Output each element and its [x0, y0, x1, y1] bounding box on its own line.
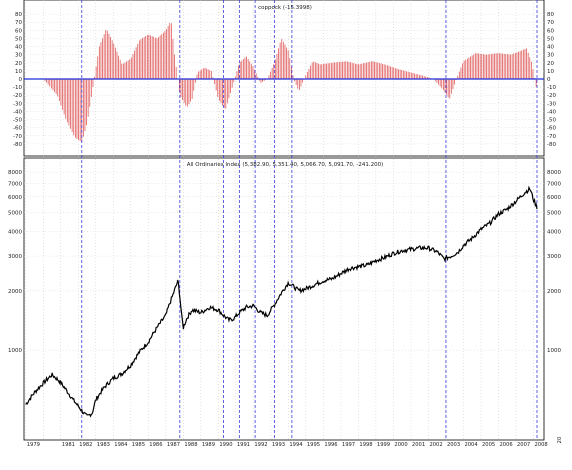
year-label: 1979	[27, 442, 40, 448]
coppock-ytick-right: 10	[547, 69, 554, 75]
year-label: 1993	[272, 442, 285, 448]
index-ytick-right: 5000	[547, 210, 561, 216]
index-ytick-left: 1000	[8, 348, 22, 354]
coppock-ytick-right: -40	[547, 109, 556, 115]
year-label: 2004	[464, 442, 478, 448]
year-label: 1986	[149, 442, 162, 448]
coppock-ytick-right: -20	[547, 93, 556, 99]
coppock-ytick-left: 40	[15, 45, 22, 51]
year-label: 1982	[79, 442, 92, 448]
index-ytick-right: 2000	[547, 289, 561, 295]
index-ytick-left: 5000	[8, 210, 22, 216]
year-label: 2008	[534, 442, 547, 448]
coppock-ytick-left: 50	[15, 36, 22, 42]
coppock-ytick-left: -40	[13, 109, 22, 115]
year-label: 1998	[359, 442, 372, 448]
coppock-ytick-left: 20	[15, 61, 22, 67]
index-ytick-left: 7000	[8, 182, 22, 188]
year-label: 1990	[219, 442, 232, 448]
year-label: 2003	[447, 442, 460, 448]
year-label: 1981	[62, 442, 75, 448]
coppock-ytick-left: -80	[13, 142, 22, 148]
index-ytick-left: 6000	[8, 195, 22, 201]
coppock-ytick-left: 10	[15, 69, 22, 75]
coppock-ytick-right: 40	[547, 45, 554, 51]
coppock-title: coppock (-15.3998)	[258, 5, 312, 11]
coppock-ytick-left: -50	[13, 118, 22, 124]
year-label: 1988	[184, 442, 197, 448]
year-label: 2002	[429, 442, 442, 448]
coppock-ytick-left: 30	[15, 53, 22, 59]
coppock-ytick-left: 70	[15, 20, 22, 26]
extra-axis-label: 20	[557, 437, 563, 444]
year-label: 2005	[482, 442, 495, 448]
year-label: 1987	[167, 442, 180, 448]
coppock-ytick-left: -60	[13, 126, 22, 132]
year-label: 2000	[394, 442, 407, 448]
coppock-ytick-right: -50	[547, 118, 556, 124]
coppock-ytick-right: 0	[547, 77, 551, 83]
all-ordinaries-line	[25, 185, 538, 418]
index-title: All Ordinaries Index (5,382.90, 5,351.40…	[187, 162, 384, 168]
year-label: 1985	[132, 442, 145, 448]
coppock-ytick-right: -10	[547, 85, 556, 91]
coppock-ytick-right: 60	[547, 28, 554, 34]
index-ytick-left: 3000	[8, 254, 22, 260]
year-label: 1983	[97, 442, 110, 448]
year-label: 1997	[342, 442, 355, 448]
year-label: 2001	[412, 442, 425, 448]
year-label: 1995	[307, 442, 320, 448]
index-ytick-right: 8000	[547, 170, 561, 176]
coppock-ytick-right: 30	[547, 53, 554, 59]
year-label: 1996	[324, 442, 337, 448]
signal-lines	[81, 0, 538, 440]
coppock-ytick-right: 20	[547, 61, 554, 67]
year-label: 2007	[517, 442, 530, 448]
index-ytick-right: 7000	[547, 182, 561, 188]
index-ytick-left: 8000	[8, 170, 22, 176]
coppock-ytick-right: -30	[547, 101, 556, 107]
year-label: 1994	[289, 442, 303, 448]
year-label: 1984	[114, 442, 128, 448]
index-ytick-right: 6000	[547, 195, 561, 201]
coppock-ytick-right: -80	[547, 142, 556, 148]
coppock-bars	[42, 23, 537, 143]
index-ytick-right: 4000	[547, 229, 561, 235]
coppock-ytick-right: 80	[547, 12, 554, 18]
coppock-ytick-left: -20	[13, 93, 22, 99]
year-label: 1992	[254, 442, 267, 448]
coppock-ytick-left: 60	[15, 28, 22, 34]
coppock-ytick-right: -60	[547, 126, 556, 132]
coppock-ytick-left: 80	[15, 12, 22, 18]
coppock-ytick-left: -10	[13, 85, 22, 91]
index-ytick-left: 2000	[8, 289, 22, 295]
coppock-ytick-right: -70	[547, 134, 556, 140]
index-ytick-right: 1000	[547, 348, 561, 354]
index-ytick-right: 3000	[547, 254, 561, 260]
coppock-ytick-left: -30	[13, 101, 22, 107]
year-label: 2006	[499, 442, 512, 448]
index-ytick-left: 4000	[8, 229, 22, 235]
coppock-panel-frame	[23, 0, 545, 157]
year-label: 1991	[237, 442, 250, 448]
coppock-ytick-left: 0	[19, 77, 23, 83]
year-label: 1989	[202, 442, 215, 448]
index-panel-frame	[23, 157, 545, 441]
coppock-ytick-right: 70	[547, 20, 554, 26]
coppock-ytick-left: -70	[13, 134, 22, 140]
year-label: 1999	[377, 442, 390, 448]
coppock-ytick-right: 50	[547, 36, 554, 42]
